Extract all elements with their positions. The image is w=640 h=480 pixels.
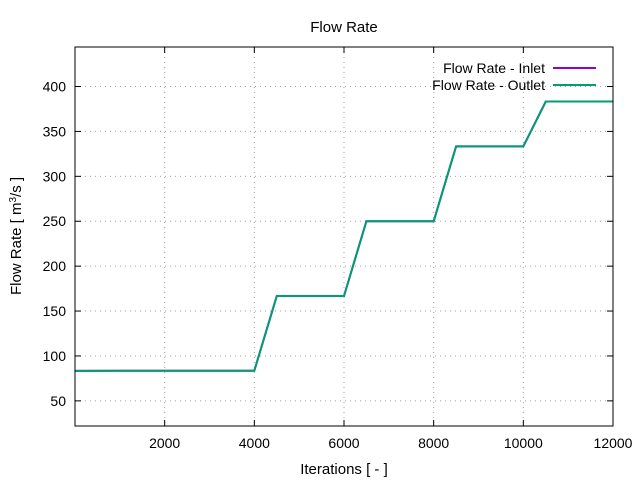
x-axis-label: Iterations [ - ] [300,461,388,478]
chart-title: Flow Rate [310,19,378,36]
y-tick-label: 400 [43,79,67,95]
plot-frame [74,46,614,427]
y-axis-label-main: Flow Rate [ m [8,203,25,296]
x-axis-ticks: 2000 4000 6000 8000 10000 12000 [149,47,633,451]
y-tick-label: 300 [43,168,67,184]
y-tick-label: 100 [43,348,67,364]
x-tick-label: 8000 [418,435,449,451]
legend-label-outlet: Flow Rate - Outlet [432,77,545,93]
y-axis-label-tail: /s ] [8,177,25,197]
x-tick-label: 6000 [328,435,359,451]
y-tick-label: 150 [43,303,67,319]
grid-lines [75,47,613,426]
y-axis-ticks: 50 100 150 200 250 300 350 400 [43,79,613,409]
y-tick-label: 350 [43,123,67,139]
series-line-outlet [74,100,613,372]
x-tick-label: 10000 [504,435,543,451]
y-axis-label: Flow Rate [ m3/s ] [8,177,26,295]
x-tick-label: 12000 [594,435,633,451]
x-tick-label: 2000 [149,435,180,451]
series-lines [74,100,613,372]
y-axis-label-superscript: 3 [8,197,19,203]
series-line-inlet [74,100,613,372]
y-tick-label: 250 [43,213,67,229]
x-tick-label: 4000 [239,435,270,451]
legend-label-inlet: Flow Rate - Inlet [443,60,545,76]
y-tick-label: 50 [50,393,66,409]
y-tick-label: 200 [43,258,67,274]
